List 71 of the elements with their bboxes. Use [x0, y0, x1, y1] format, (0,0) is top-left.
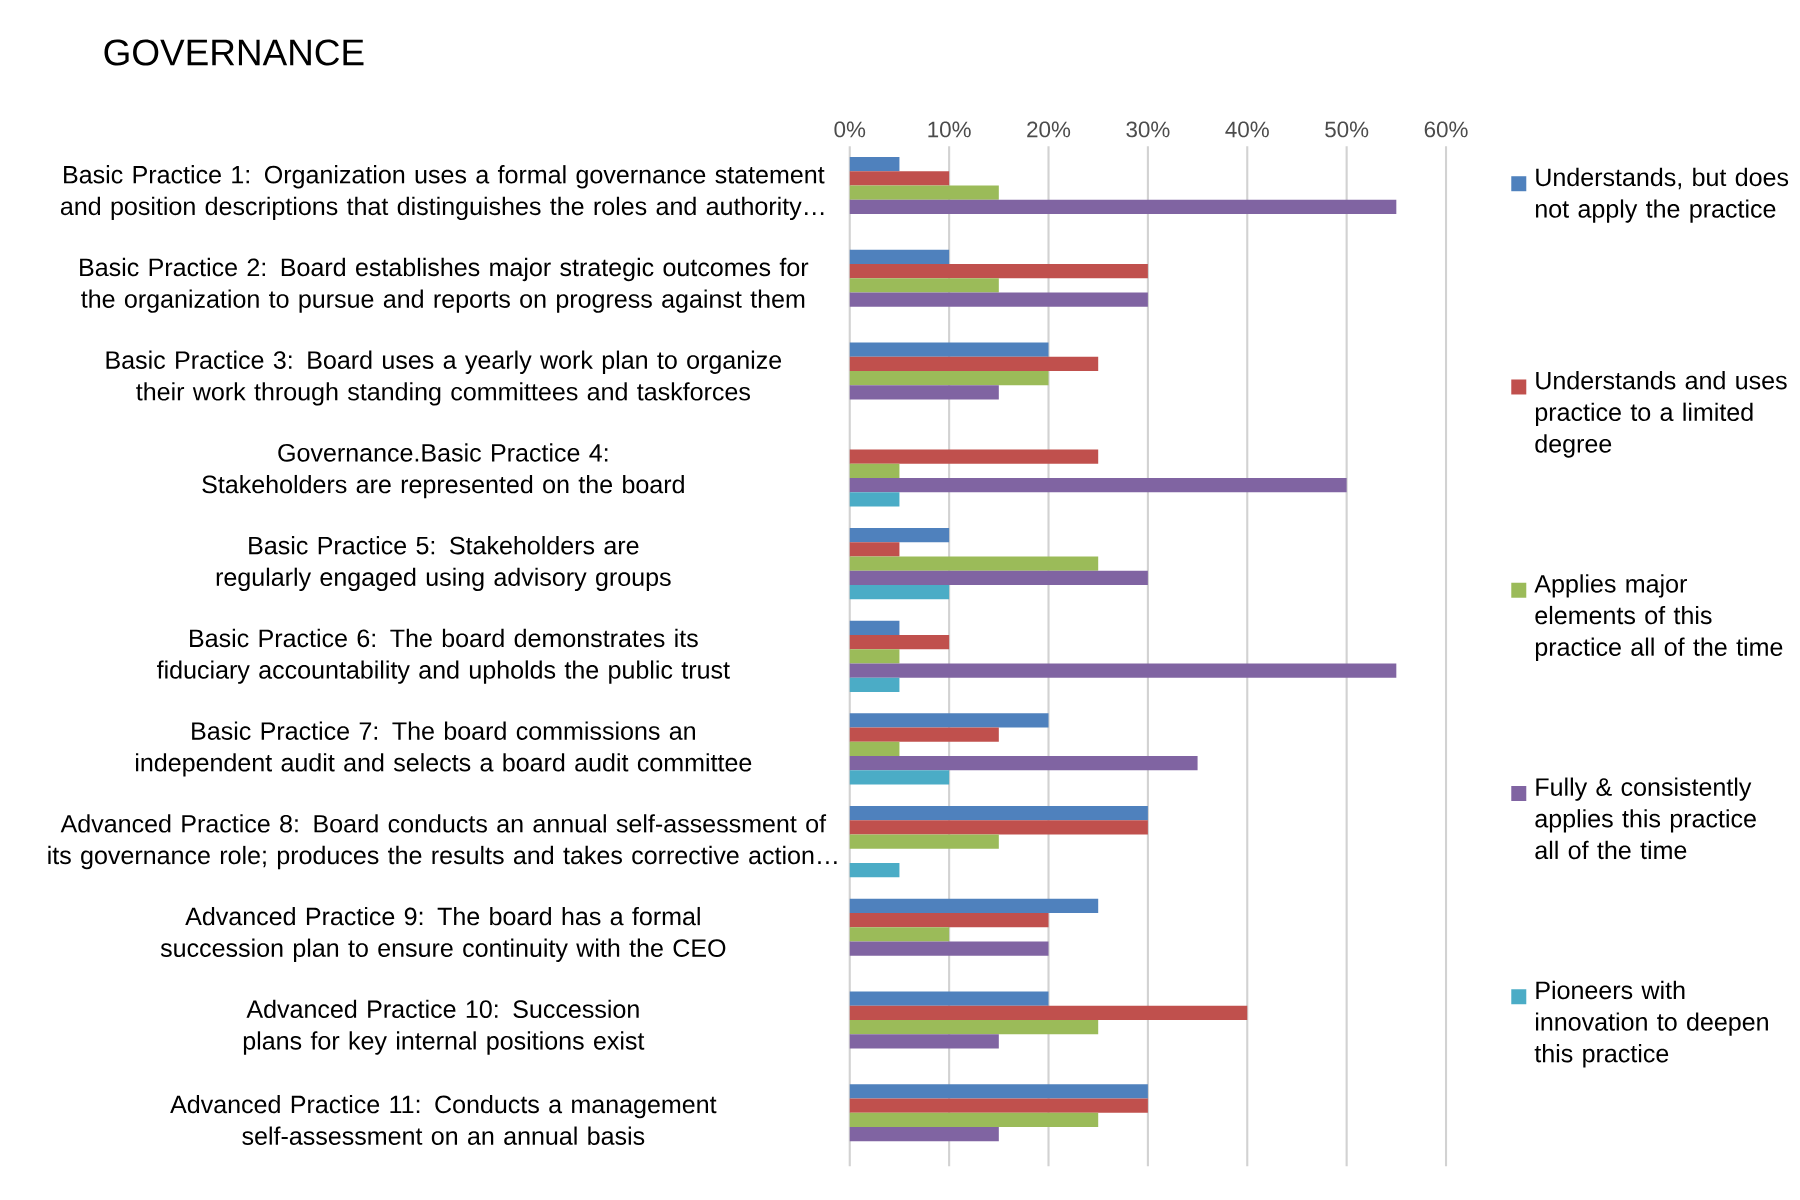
bar	[849, 620, 900, 635]
bar	[849, 677, 900, 692]
bar	[849, 863, 900, 878]
bar	[849, 634, 950, 650]
bar	[849, 171, 950, 186]
bar	[849, 542, 900, 557]
x-tick-label: 50%	[1325, 121, 1369, 138]
bar	[849, 199, 1397, 214]
bar	[849, 249, 950, 264]
y-tick-label: Advanced Practice 8: Board conducts an annual self-assessment of its governance role; produces the results and takes corrective action…	[48, 814, 837, 870]
legend-label: Applies major elements of this practice all of the time	[1534, 574, 1783, 661]
bar	[849, 806, 1148, 821]
bar	[849, 741, 900, 757]
y-tick-label: Basic Practice 1: Organization uses a formal governance statement and position descriptions that distinguishes the roles and authority…	[60, 165, 825, 221]
bar	[849, 463, 900, 478]
x-tick-label: 20%	[1027, 121, 1071, 138]
bar	[849, 292, 1148, 307]
bar	[849, 1020, 1099, 1035]
bar	[849, 556, 1099, 571]
y-tick-label: Advanced Practice 9: The board has a formal succession plan to ensure continuity with the CEO	[160, 906, 726, 962]
x-tick-label: 30%	[1126, 121, 1170, 138]
bar	[849, 1034, 999, 1049]
bar	[849, 263, 1148, 279]
bar	[849, 927, 950, 942]
bar	[849, 727, 999, 742]
bar	[849, 1098, 1148, 1113]
bar	[849, 941, 1049, 956]
bar	[849, 913, 1049, 928]
bar	[849, 492, 900, 507]
x-tick-label: 10%	[928, 121, 971, 138]
bar	[849, 898, 1099, 914]
bar	[849, 370, 1049, 386]
bar	[849, 385, 999, 400]
bar	[849, 1127, 999, 1142]
bar	[849, 663, 1397, 678]
text: GOVERNANCE	[104, 39, 364, 66]
bar	[849, 756, 1198, 771]
y-tick-label: Basic Practice 6: The board demonstrates its fiduciary accountability and upholds the public trust	[157, 628, 730, 684]
bar	[849, 278, 999, 293]
bar	[849, 820, 1148, 835]
bar	[849, 570, 1148, 585]
x-tick-label: 40%	[1225, 121, 1269, 138]
bar	[849, 342, 1049, 357]
y-tick-label: Basic Practice 2: Board establishes major strategic outcomes for the organization to pursue and reports on progress against them	[80, 257, 809, 313]
legend-label: Fully & consistently applies this practice all of the time	[1535, 777, 1756, 860]
bar	[849, 770, 950, 785]
bar	[849, 584, 950, 600]
bar	[849, 991, 1049, 1006]
bar	[849, 1084, 1148, 1099]
bar	[849, 156, 900, 172]
y-tick-label: Governance.Basic Practice 4: Stakeholders are represented on the board	[202, 443, 684, 499]
bar	[849, 449, 1099, 464]
bar	[849, 834, 999, 849]
bar	[849, 649, 900, 664]
y-tick-label: Basic Practice 3: Board uses a yearly work plan to organize their work through standing committees and taskforces	[106, 350, 782, 406]
legend-label: Understands and uses practice to a limited degree	[1535, 371, 1787, 458]
legend-label: Pioneers with innovation to deepen this practice	[1534, 980, 1768, 1068]
bar	[849, 1005, 1248, 1021]
y-tick-label: Basic Practice 5: Stakeholders are regularly engaged using advisory groups	[216, 536, 671, 592]
bar	[849, 527, 950, 543]
legend-label: Understands, but does not apply the practice	[1535, 167, 1789, 223]
bar	[849, 1112, 1099, 1128]
bar	[849, 713, 1049, 728]
bar	[849, 185, 999, 200]
bar	[849, 477, 1347, 493]
y-tick-label: Basic Practice 7: The board commissions an independent audit and selects a board audit committee	[136, 721, 752, 777]
y-tick-label: Advanced Practice 11: Conducts a management self-assessment on an annual basis	[170, 1094, 717, 1145]
x-tick-label: 0%	[834, 121, 866, 138]
x-tick-label: 60%	[1424, 121, 1468, 138]
bar	[849, 356, 1099, 371]
y-tick-label: Advanced Practice 10: Succession plans for key internal positions exist	[243, 999, 645, 1055]
